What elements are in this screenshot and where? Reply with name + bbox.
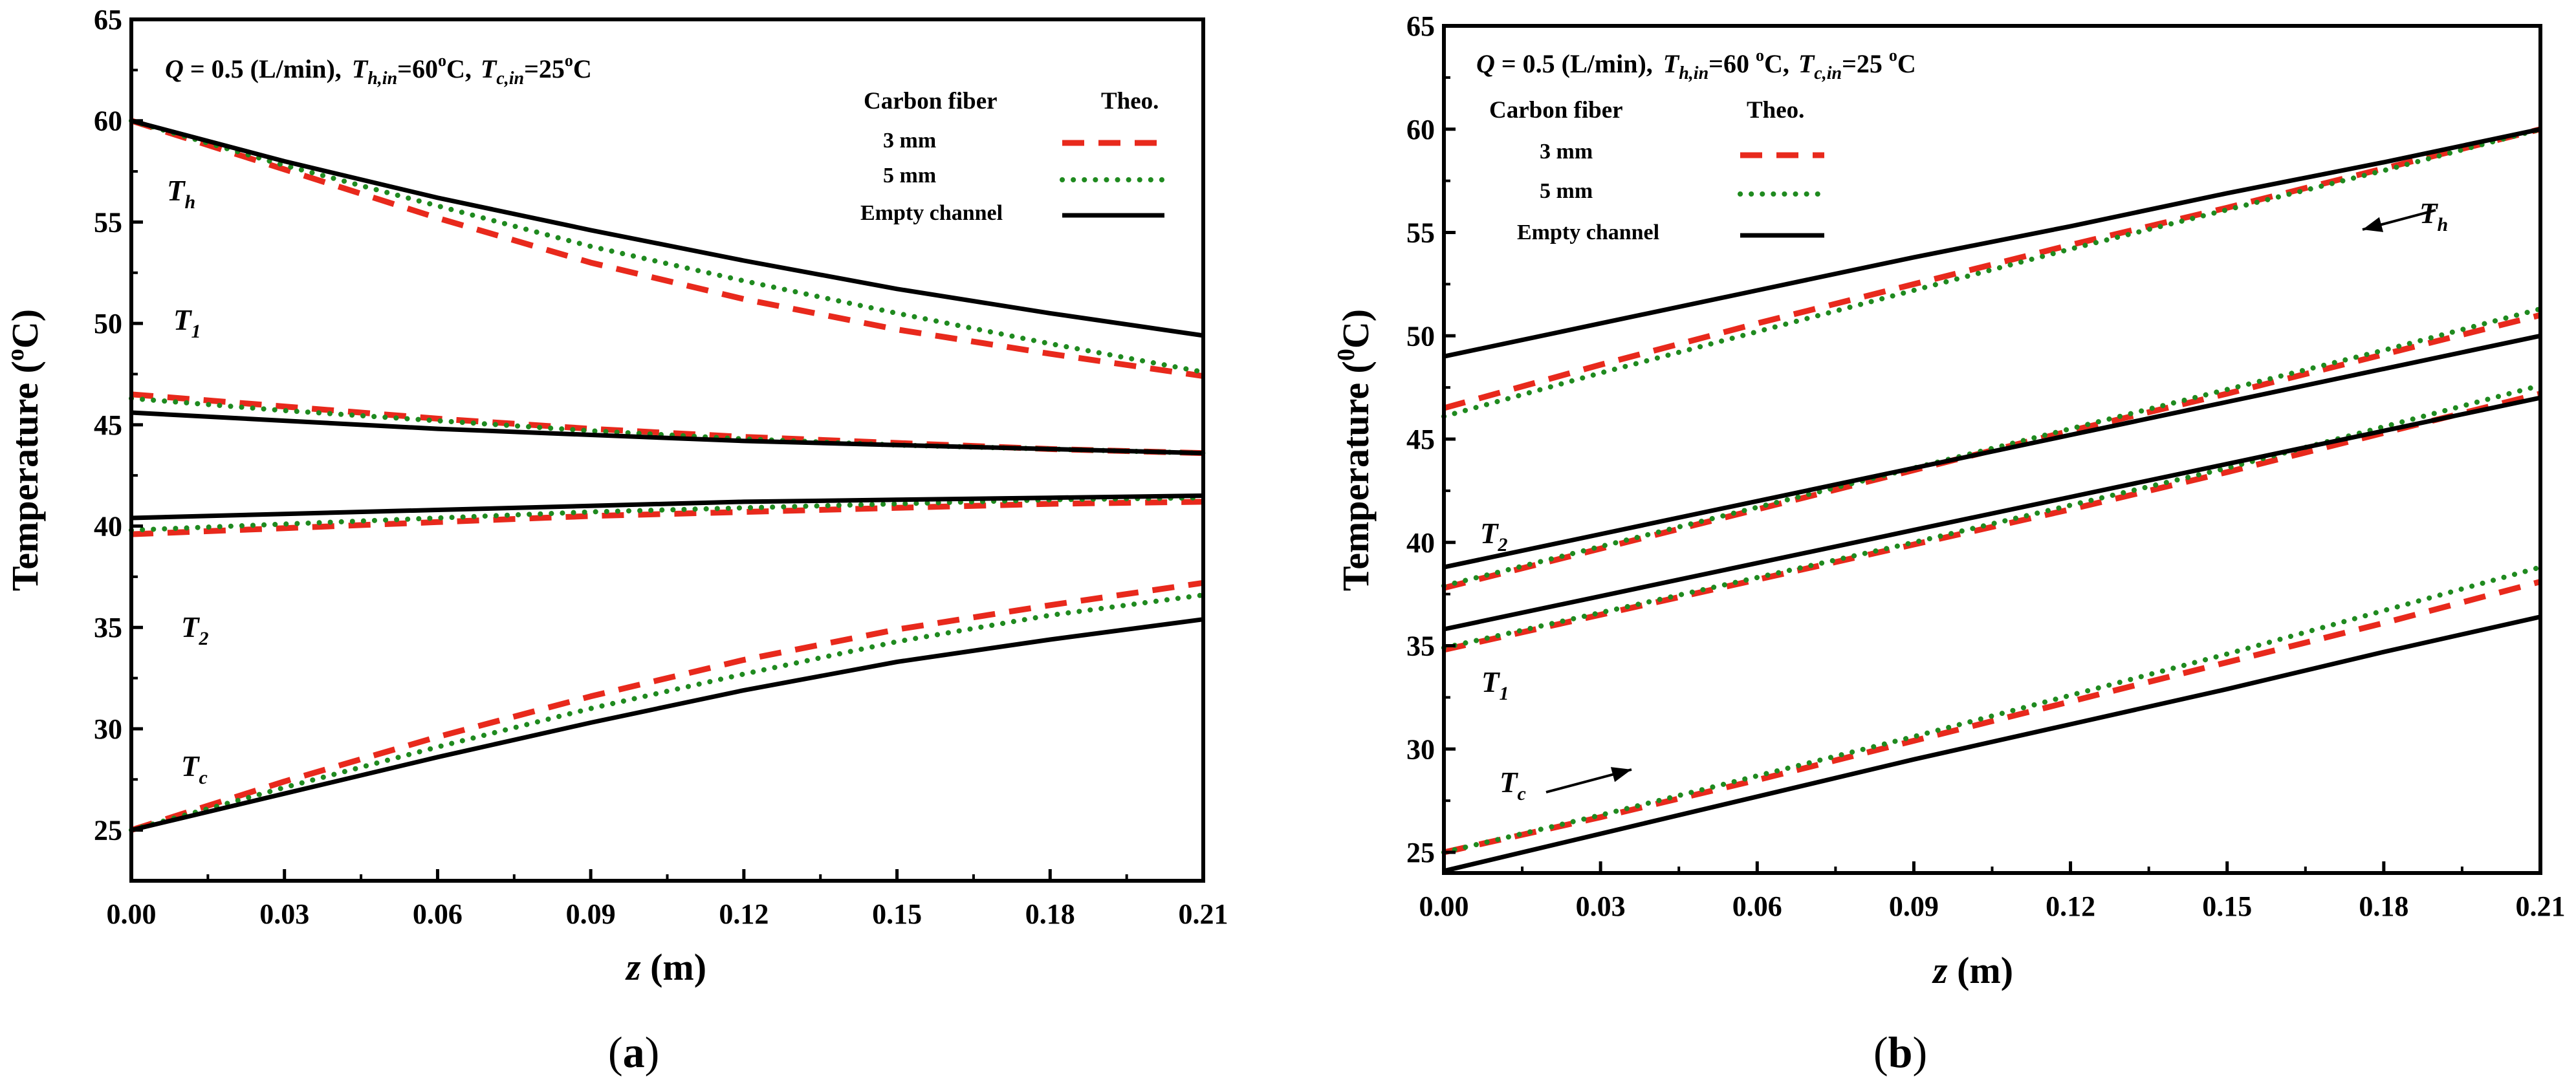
series-line-tc-5-mm [1441,565,2543,855]
legend-header-theory: Theo. [1101,88,1159,114]
y-axis-title: Temperature (oC) [2,309,46,591]
x-tick-label: 0.12 [719,898,769,930]
series-line-t2-empty [131,493,1204,521]
y-tick-label: 55 [94,206,122,238]
y-tick-label: 40 [1406,527,1435,559]
series-line-t2-5-mm [1441,306,2543,588]
x-axis-title: z (m) [1932,949,2013,991]
conditions-text: Q = 0.5 (L/min), Th,in=60oC, Tc,in=25oC [165,51,592,89]
x-tick-label: 0.06 [1732,890,1782,922]
x-tick-label: 0.15 [872,898,922,930]
series-line-th-empty [131,118,1204,338]
series-line-t2-5-mm [129,495,1206,533]
q-symbol: Q [1476,49,1495,78]
q-symbol: Q [165,54,184,83]
legend-label-empty: Empty channel [1517,221,1659,244]
curve-label-t1: T1 [173,304,201,342]
series-line-th-5-mm [129,118,1206,375]
subfigure-label: (b) [1873,1028,1927,1077]
x-tick-label: 0.03 [1576,890,1626,922]
panel-a: 0.00 0.03 0.06 0.09 0.12 0.15 0.18 0.21 25 30 35 40… [2,4,1228,1077]
series-line-tc-5-mm [129,592,1206,833]
y-axis-title: Temperature (0C) [1333,309,1377,591]
y-tick-label: 25 [1406,837,1435,868]
series-line-tc-3-mm [130,579,1204,833]
legend-label-three-mm: 3 mm [1540,140,1593,164]
series-line-tc-empty [1443,614,2541,874]
conditions-text: Q = 0.5 (L/min), Th,in=60 oC, Tc,in=25 oC [1476,46,1916,83]
x-tick-label: 0.03 [259,898,309,930]
th-direction-arrow [2362,209,2436,232]
series-line-th-3-mm [1443,126,2542,411]
y-tick-label: 60 [1406,114,1435,146]
y-tick-label: 45 [1406,424,1435,455]
legend-header-theory: Theo. [1747,97,1804,124]
y-tick-label: 55 [1406,217,1435,249]
x-tick-label: 0.00 [1419,890,1469,922]
series-line-tc-empty [131,617,1204,833]
panel-b: 0.00 0.03 0.06 0.09 0.12 0.15 0.18 0.21 25 30 35 40… [1333,10,2566,1077]
legend-label-three-mm: 3 mm [883,129,936,153]
y-tick-label: 65 [94,4,122,36]
series-line-th-3-mm [130,118,1204,380]
curve-label-t1: T1 [1481,666,1509,704]
x-tick-label: 0.21 [2516,890,2566,922]
y-tick-label: 30 [94,713,122,745]
curve-label-th: Th [167,175,195,213]
x-tick-label: 0.15 [2202,890,2252,922]
series-line-th-empty [1443,127,2541,359]
series-line-t1-empty [1443,395,2541,632]
y-tick-label: 50 [1406,320,1435,352]
x-tick-label: 0.18 [1025,898,1075,930]
series-line-t2-3-mm [131,499,1204,537]
curve-label-t2: T2 [181,611,209,649]
x-tick-label: 0.06 [413,898,463,930]
y-tick-label: 30 [1406,733,1435,765]
subfigure-label: (a) [608,1028,659,1077]
y-tick-label: 25 [94,815,122,846]
x-tick-label: 0.00 [107,898,157,930]
x-tick-label: 0.18 [2359,890,2408,922]
legend-label-five-mm: 5 mm [1540,179,1593,203]
curve-label-tc: Tc [1500,766,1526,804]
y-tick-label: 40 [94,511,122,543]
series-line-t1-5-mm [1441,383,2543,651]
series-line-t2-empty [1443,333,2541,570]
legend-label-empty: Empty channel [860,201,1003,225]
tc-direction-arrow [1545,767,1632,793]
y-tick-label: 35 [94,612,122,643]
curve-label-th: Th [2419,197,2448,235]
x-tick-label: 0.09 [566,898,616,930]
legend-header-material: Carbon fiber [1489,97,1623,124]
x-axis-title: z (m) [625,946,706,988]
y-tick-label: 45 [94,409,122,441]
curve-label-tc: Tc [181,750,208,788]
series-line-t1-empty [131,410,1204,456]
legend-header-material: Carbon fiber [864,88,998,114]
y-tick-label: 35 [1406,631,1435,662]
x-tick-label: 0.21 [1179,898,1228,930]
legend-label-five-mm: 5 mm [883,164,936,188]
series-line-t1-3-mm [131,391,1204,457]
y-tick-label: 50 [94,308,122,340]
curve-label-t2: T2 [1480,517,1508,555]
y-tick-label: 60 [94,105,122,137]
series-line-th-5-mm [1441,126,2543,419]
x-tick-label: 0.09 [1889,890,1939,922]
x-tick-label: 0.12 [2046,890,2095,922]
y-tick-label: 65 [1406,10,1435,42]
